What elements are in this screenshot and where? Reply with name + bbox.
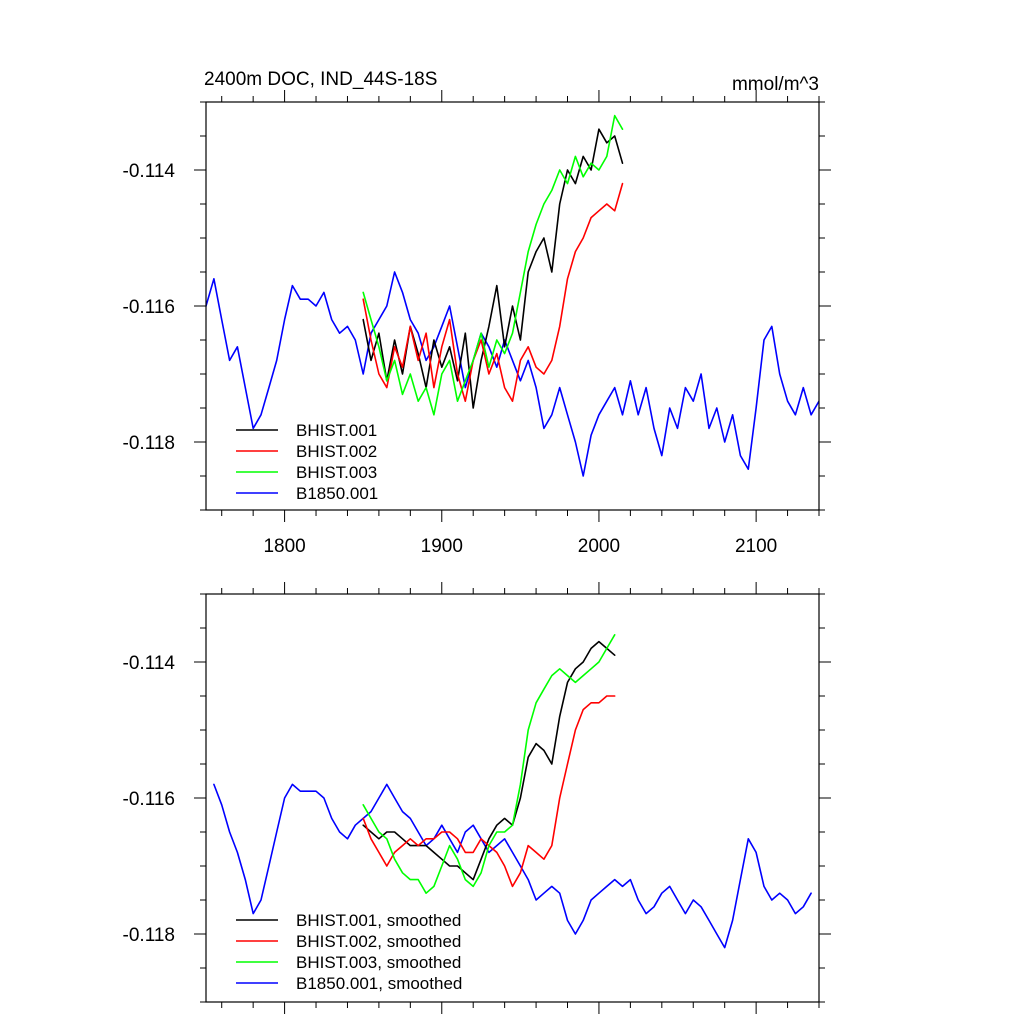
chart-panel-top: 2400m DOC, IND_44S-18S mmol/m^3 1800 1900 20…	[123, 69, 831, 557]
legend-label: BHIST.001, smoothed	[296, 911, 461, 930]
legend-label: BHIST.001	[296, 421, 377, 440]
series-line-0	[362, 640, 616, 881]
legend: BHIST.001 BHIST.002 BHIST.003 B1850.001	[236, 421, 378, 503]
y-tick-label: -0.116	[123, 297, 175, 318]
series-group	[213, 634, 812, 949]
y-tick-label: -0.114	[123, 161, 176, 182]
series-line-3	[206, 271, 819, 477]
series-line-1	[362, 695, 616, 888]
legend-label: BHIST.002	[296, 442, 377, 461]
x-tick-label: 2100	[735, 536, 777, 557]
legend-label: BHIST.003, smoothed	[296, 953, 461, 972]
legend-label: B1850.001, smoothed	[296, 974, 462, 993]
x-tick-label: 2000	[578, 536, 620, 557]
series-line-2	[362, 634, 616, 894]
x-tick-label: 1800	[263, 536, 305, 557]
series-line-2	[362, 114, 624, 416]
series-line-1	[362, 182, 624, 402]
units-label: mmol/m^3	[732, 74, 819, 95]
y-tick-label: -0.118	[123, 433, 175, 454]
legend-label: BHIST.003	[296, 463, 377, 482]
x-tick-label: 1900	[421, 536, 463, 557]
legend-label: B1850.001	[296, 484, 378, 503]
series-line-3	[213, 783, 812, 949]
chart-title: 2400m DOC, IND_44S-18S	[204, 69, 437, 90]
y-tick-label: -0.118	[123, 925, 175, 946]
legend: BHIST.001, smoothed BHIST.002, smoothed BH…	[236, 911, 462, 993]
legend-label: BHIST.002, smoothed	[296, 932, 461, 951]
series-group	[206, 114, 819, 477]
y-tick-label: -0.114	[123, 653, 176, 674]
y-tick-label: -0.116	[123, 789, 175, 810]
